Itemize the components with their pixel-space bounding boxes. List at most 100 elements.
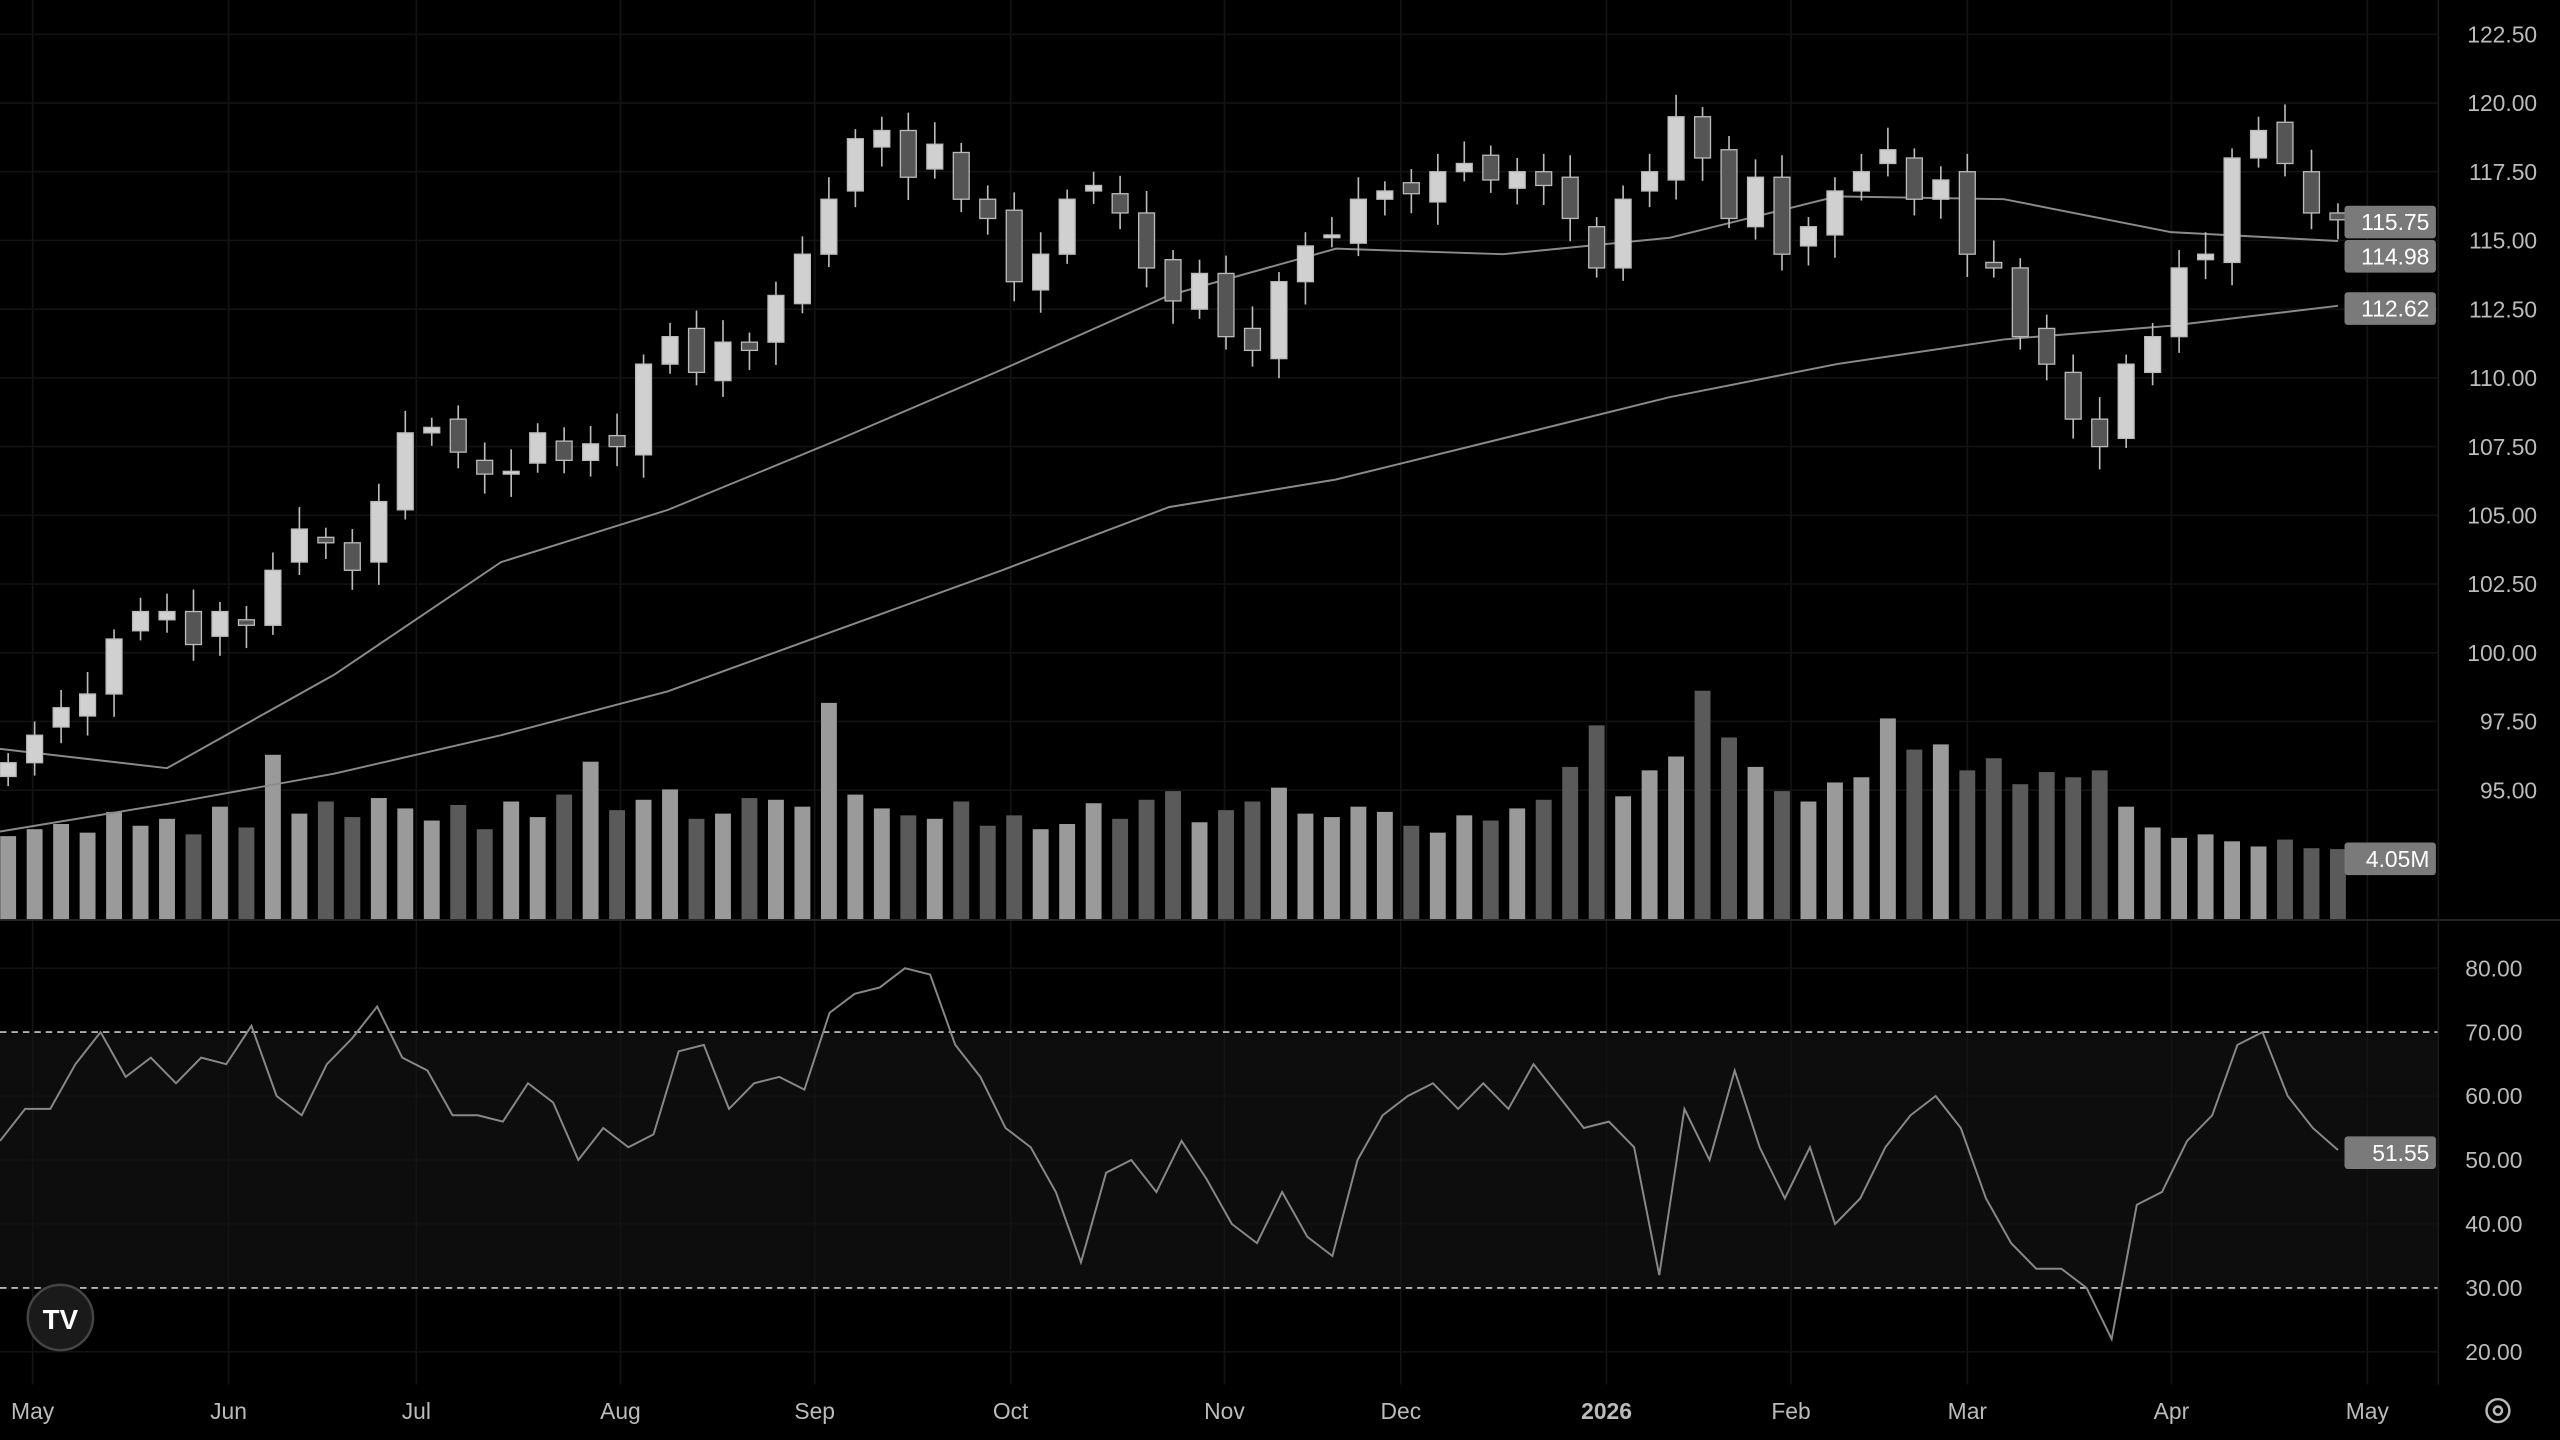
volume-bar — [450, 804, 467, 920]
volume-bar — [2330, 849, 2346, 920]
candle-body — [1270, 281, 1288, 360]
candle-body — [846, 138, 864, 192]
volume-bar — [926, 818, 943, 920]
candle-body — [1190, 272, 1209, 310]
axes: May Jun Jul Aug Sep Oct Nov Dec 2026 Feb Mar Apr May… — [11, 21, 2537, 1423]
volume-bar — [1906, 749, 1923, 920]
time-axis-label: Feb — [1771, 1398, 1810, 1424]
rsi-axis-label: 70.00 — [2465, 1019, 2522, 1045]
candle-body — [1852, 171, 1871, 192]
candle-body — [317, 536, 335, 544]
candle-body — [0, 762, 17, 778]
volume-bars — [0, 690, 2346, 920]
candle-body — [2329, 212, 2347, 221]
volume-bar — [106, 811, 123, 920]
candle-body — [2091, 418, 2109, 448]
candle-body — [290, 528, 308, 563]
volume-bar — [2091, 770, 2108, 920]
ma-upper-label: 114.98 — [2344, 240, 2436, 273]
volume-bar — [1535, 799, 1552, 920]
candle-body — [1799, 226, 1818, 247]
volume-bar — [1853, 777, 1870, 920]
volume-bar — [238, 827, 255, 920]
candle-body — [1058, 198, 1076, 255]
candle-body — [1985, 261, 2003, 269]
time-axis-label: Oct — [993, 1398, 1029, 1424]
volume-bar — [662, 789, 678, 920]
candle-body — [714, 341, 732, 382]
volume-bar — [900, 815, 917, 920]
candle-body — [396, 432, 414, 511]
time-axis-label: Jun — [210, 1398, 247, 1424]
price-axis-label: 115.00 — [2469, 228, 2537, 254]
volume-bar — [1774, 791, 1790, 920]
volume-bar — [1218, 810, 1234, 920]
volume-bar — [370, 798, 387, 920]
time-axis-label: Nov — [1204, 1398, 1245, 1424]
candle-body — [1932, 179, 1950, 200]
price-axis-label: 112.50 — [2469, 296, 2537, 322]
candle-body — [264, 569, 282, 626]
volume-bar — [1879, 718, 1896, 920]
volume-bar — [1350, 806, 1367, 920]
candle-body — [1323, 234, 1341, 239]
volume-bar — [1271, 787, 1287, 920]
volume-bar — [609, 810, 626, 920]
volume-bar — [1323, 817, 1340, 920]
volume-bar — [1932, 744, 1949, 920]
price-axis-label: 107.50 — [2467, 434, 2537, 460]
volume-bar — [2197, 834, 2214, 920]
price-axis-label: 100.00 — [2467, 640, 2537, 666]
candle-body — [2276, 121, 2294, 165]
candle-body — [1111, 193, 1129, 214]
candle-body — [1641, 171, 1659, 192]
candle-body — [1032, 253, 1050, 291]
tradingview-logo[interactable]: TV — [26, 1283, 95, 1352]
volume-bar — [1562, 766, 1579, 920]
volume-bar — [1191, 822, 1208, 920]
candle-body — [1588, 226, 1606, 269]
volume-bar — [847, 794, 864, 920]
rsi-pane — [0, 967, 2339, 1343]
price-axis-label: 97.50 — [2480, 709, 2537, 735]
ma-lower-label-bg — [2344, 292, 2436, 325]
volume-bar — [291, 813, 308, 920]
price-axis-label: 102.50 — [2467, 571, 2537, 597]
time-axis-label: Mar — [1948, 1398, 1988, 1424]
moving-average-line — [0, 304, 2339, 833]
volume-bar — [529, 817, 546, 920]
candle-body — [2196, 253, 2215, 261]
volume-bar — [212, 806, 228, 920]
volume-bar — [423, 820, 440, 920]
candle-body — [1905, 157, 1923, 200]
candles — [0, 94, 2347, 787]
candle-body — [899, 129, 917, 178]
candle-body — [2038, 327, 2056, 365]
candle-body — [502, 470, 520, 475]
volume-bar — [873, 808, 890, 920]
candle-body — [608, 434, 626, 448]
rsi-value-label-bg — [2344, 1136, 2436, 1169]
volume-bar — [979, 825, 996, 920]
volume-bar — [688, 818, 705, 920]
settings-gear-icon[interactable] — [2485, 1397, 2511, 1424]
candle-body — [1879, 149, 1897, 165]
volume-bar — [1482, 820, 1499, 920]
time-axis-label: Jul — [402, 1398, 431, 1424]
volume-bar — [1826, 782, 1843, 920]
volume-bar — [1509, 808, 1526, 920]
time-axis-label: Sep — [794, 1398, 835, 1424]
volume-bar — [953, 801, 970, 920]
volume-bar — [2303, 848, 2320, 920]
ma-upper-label-text: 114.98 — [2361, 243, 2429, 269]
volume-bar — [2065, 777, 2082, 920]
time-axis-label: May — [11, 1398, 55, 1424]
rsi-value-label-text: 51.55 — [2372, 1140, 2429, 1166]
candle-body — [793, 253, 812, 305]
candle-body — [1243, 327, 1262, 352]
rsi-axis-label: 30.00 — [2465, 1275, 2522, 1301]
volume-bar — [794, 806, 811, 920]
candle-body — [1005, 209, 1023, 283]
volume-bar — [635, 799, 652, 920]
